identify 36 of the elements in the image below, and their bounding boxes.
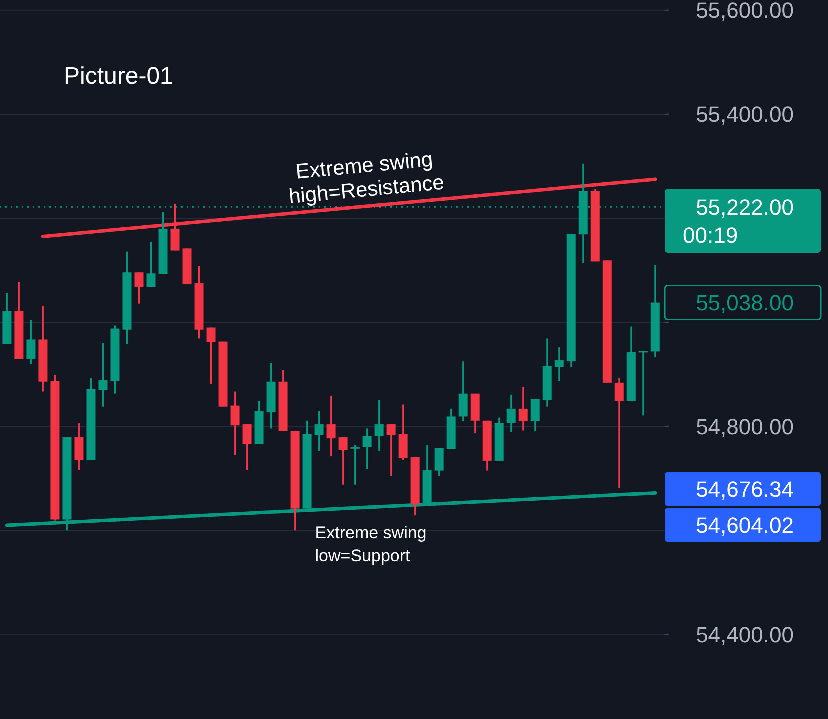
candlestick [314, 410, 324, 452]
candlestick [74, 422, 84, 472]
candlestick [350, 444, 360, 486]
candlestick [26, 319, 36, 365]
candlestick [146, 241, 156, 288]
candlestick [98, 342, 108, 408]
candlestick [206, 327, 216, 385]
text: 54,676.34 [696, 476, 794, 502]
text: 54,604.02 [696, 512, 794, 538]
candlestick [398, 404, 408, 462]
candlestick [386, 424, 396, 477]
ref-line-label: 55,222.00 [696, 194, 794, 220]
candlestick [554, 346, 564, 382]
y-tick-label: 54,800.00 [696, 414, 794, 440]
candlestick [434, 448, 444, 477]
candlestick [230, 391, 240, 456]
candlestick [374, 399, 384, 452]
annotation: Extreme swing high=Resistance [288, 148, 446, 209]
text: 55,038.00 [696, 290, 794, 316]
text: 00:19 [683, 222, 738, 248]
candlestick [506, 394, 516, 434]
annotation: Extreme swing low=Support [315, 524, 427, 566]
candlestick [638, 350, 648, 416]
candlestick [530, 398, 540, 432]
candlestick [362, 428, 372, 470]
candlestick [338, 436, 348, 486]
text: Picture-01 [64, 63, 174, 90]
candlestick [614, 377, 624, 489]
candlestick [242, 424, 252, 472]
candlestick [326, 395, 336, 458]
y-tick-label: 55,600.00 [696, 0, 794, 24]
candlestick [458, 360, 468, 422]
y-tick-label: 55,400.00 [696, 102, 794, 128]
candlestick [518, 386, 528, 432]
candlestick [134, 272, 144, 305]
y-tick-label: 54,400.00 [696, 622, 794, 648]
